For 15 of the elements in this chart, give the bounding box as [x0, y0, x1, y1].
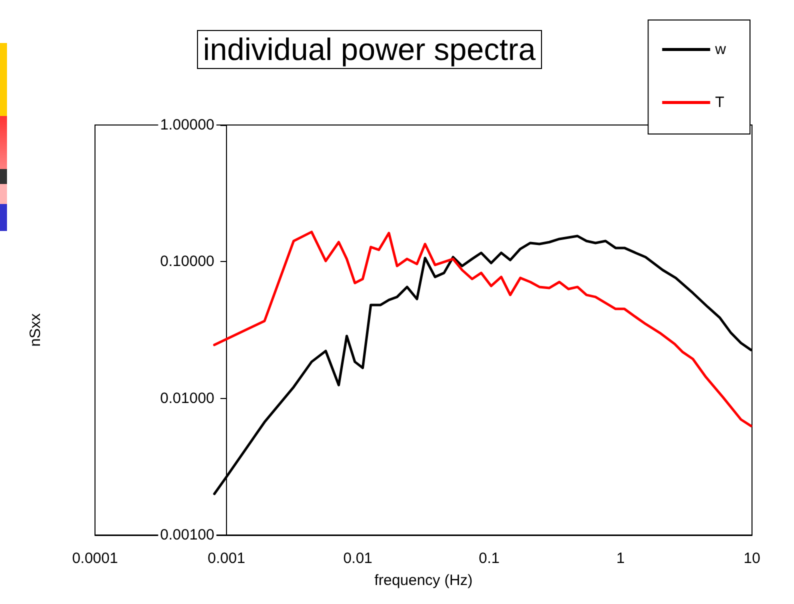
- x-tick-label: 0.001: [208, 550, 246, 567]
- y-tick-label: 0.10000: [160, 253, 214, 270]
- x-tick-label: 0.1: [478, 550, 500, 567]
- x-tick-label: 0.01: [343, 550, 372, 567]
- y-tick-label: 0.01000: [160, 390, 214, 407]
- x-tick-label: 0.0001: [72, 550, 118, 567]
- x-axis-title: frequency (Hz): [374, 572, 473, 589]
- legend-label: T: [715, 94, 724, 111]
- y-axis-title: nSxx: [27, 312, 44, 347]
- y-tick-label: 0.00100: [160, 526, 214, 544]
- y-tick-label: 1.00000: [160, 116, 214, 134]
- legend-label: w: [714, 41, 726, 58]
- x-tick-label: 1: [616, 550, 625, 567]
- chart-title: individual power spectra: [203, 32, 536, 67]
- x-tick-label: 10: [744, 550, 760, 567]
